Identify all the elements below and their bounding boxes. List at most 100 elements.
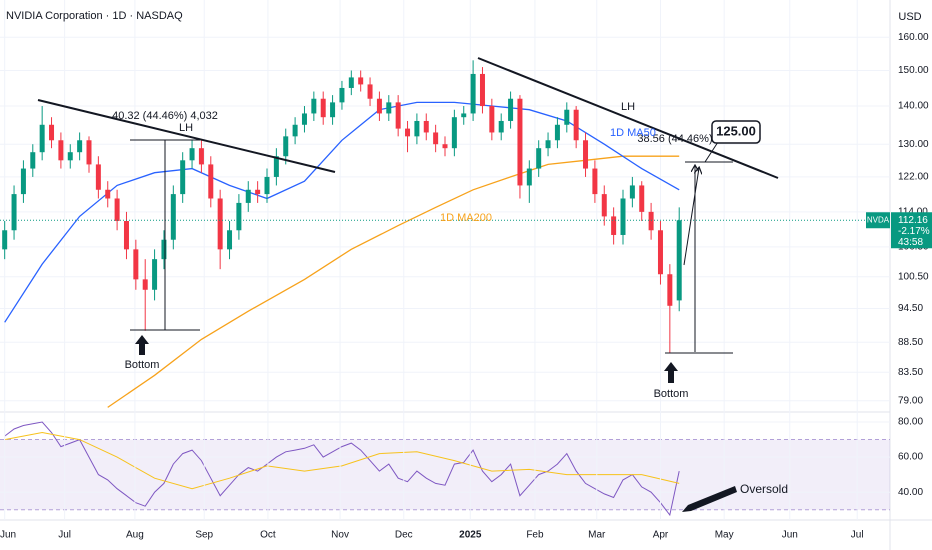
candle-body — [180, 160, 186, 195]
candle-body — [114, 198, 120, 221]
y-tick-label: 150.00 — [898, 65, 929, 76]
candle-body — [86, 140, 92, 165]
rsi-pane — [0, 421, 890, 517]
measure-label: 40.32 (44.46%) 4,032 — [112, 110, 218, 122]
candle-body — [39, 124, 45, 153]
candle-body — [189, 148, 195, 161]
candle-body — [442, 144, 448, 149]
candle-body — [348, 77, 354, 88]
candle-body — [639, 185, 645, 212]
candle-body — [133, 249, 139, 280]
candle-body — [648, 211, 654, 231]
candle-body — [11, 194, 17, 231]
candle-body — [433, 132, 439, 145]
plot-bg — [0, 0, 890, 520]
y-tick-label: 88.50 — [898, 337, 923, 348]
candle-body — [264, 176, 270, 195]
candle-body — [657, 230, 663, 275]
y-tick-label: 79.00 — [898, 395, 923, 406]
candle-body — [620, 198, 626, 235]
candle-body — [386, 102, 392, 114]
candle-body — [470, 73, 476, 114]
bottom-arrow — [135, 335, 149, 355]
candle-body — [414, 120, 420, 137]
candle-body — [508, 98, 514, 121]
candle-body — [77, 140, 83, 153]
rsi-tick-label: 80.00 — [898, 417, 923, 428]
oversold-arrow — [682, 486, 737, 512]
candle-body — [479, 73, 485, 107]
x-tick-label: 2025 — [459, 530, 482, 541]
change-label: -2.17% — [898, 226, 930, 237]
candle-body — [49, 124, 55, 141]
x-tick-label: Dec — [395, 530, 413, 541]
candle-body — [58, 140, 64, 161]
callout-box — [711, 120, 761, 144]
chart-title: NVIDIA Corporation · 1D · NASDAQ — [6, 10, 183, 22]
x-tick-label: Aug — [126, 530, 144, 541]
symbol-label: NVDA — [867, 215, 890, 224]
candle-body — [292, 124, 298, 137]
candle-body — [554, 124, 560, 141]
measure-label: 38.56 (44.46%) — [637, 133, 712, 145]
ma200-line — [107, 155, 680, 408]
candle-body — [123, 220, 129, 250]
lh-label: LH — [179, 122, 193, 134]
candle-body — [367, 84, 373, 99]
candle-body — [311, 98, 317, 114]
candle-body — [489, 106, 495, 133]
x-tick-label: Sep — [195, 530, 213, 541]
price-pane — [0, 0, 890, 520]
price-tag — [891, 212, 932, 249]
candle-body — [67, 152, 73, 161]
candle-body — [358, 77, 364, 85]
x-tick-label: Feb — [526, 530, 544, 541]
candle-body — [545, 140, 551, 149]
x-tick-label: Mar — [588, 530, 606, 541]
price-label: 112.16 — [898, 215, 928, 226]
candle-body — [320, 98, 326, 118]
trend-line — [37, 99, 336, 173]
candle-body — [667, 274, 673, 306]
projection-arrow — [683, 168, 699, 266]
candle-body — [283, 136, 289, 157]
candle-body — [536, 148, 542, 169]
target-label: 125.00 — [716, 123, 756, 138]
candle-body — [236, 202, 242, 231]
ma50-label: 1D MA50 — [610, 127, 656, 139]
bottom-label: Bottom — [654, 388, 689, 400]
candle-body — [583, 140, 589, 169]
y-tick-label: 160.00 — [898, 32, 929, 43]
candle-body — [170, 194, 176, 240]
candle-body — [217, 198, 223, 250]
x-tick-label: Jul — [58, 530, 71, 541]
rsi-tick-label: 60.00 — [898, 452, 923, 463]
candle-body — [592, 168, 598, 195]
trend-line — [477, 57, 779, 179]
candle-body — [245, 189, 251, 203]
y-tick-label: 94.50 — [898, 303, 923, 314]
rsi-ma-line — [4, 431, 680, 490]
candle-body — [161, 239, 167, 260]
candle-body — [573, 109, 579, 141]
y-tick-label: 100.50 — [898, 271, 929, 282]
candle-body — [2, 230, 8, 250]
candle-body — [273, 156, 279, 177]
candle-body — [208, 164, 214, 199]
candle-body — [105, 189, 111, 199]
x-tick-label: Apr — [653, 530, 669, 541]
candle-body — [395, 102, 401, 129]
candle-body — [95, 164, 101, 190]
y-tick-label: 83.50 — [898, 367, 923, 378]
y-tick-label: 122.00 — [898, 172, 929, 183]
symbol-tag — [866, 212, 890, 229]
candle-body — [564, 109, 570, 125]
oversold-label: Oversold — [740, 482, 788, 496]
rsi-tick-label: 40.00 — [898, 487, 923, 498]
x-tick-label: Jul — [851, 530, 864, 541]
candle-body — [405, 128, 411, 137]
candle-body — [198, 148, 204, 165]
candle-body — [423, 120, 429, 133]
candle-body — [629, 185, 635, 199]
